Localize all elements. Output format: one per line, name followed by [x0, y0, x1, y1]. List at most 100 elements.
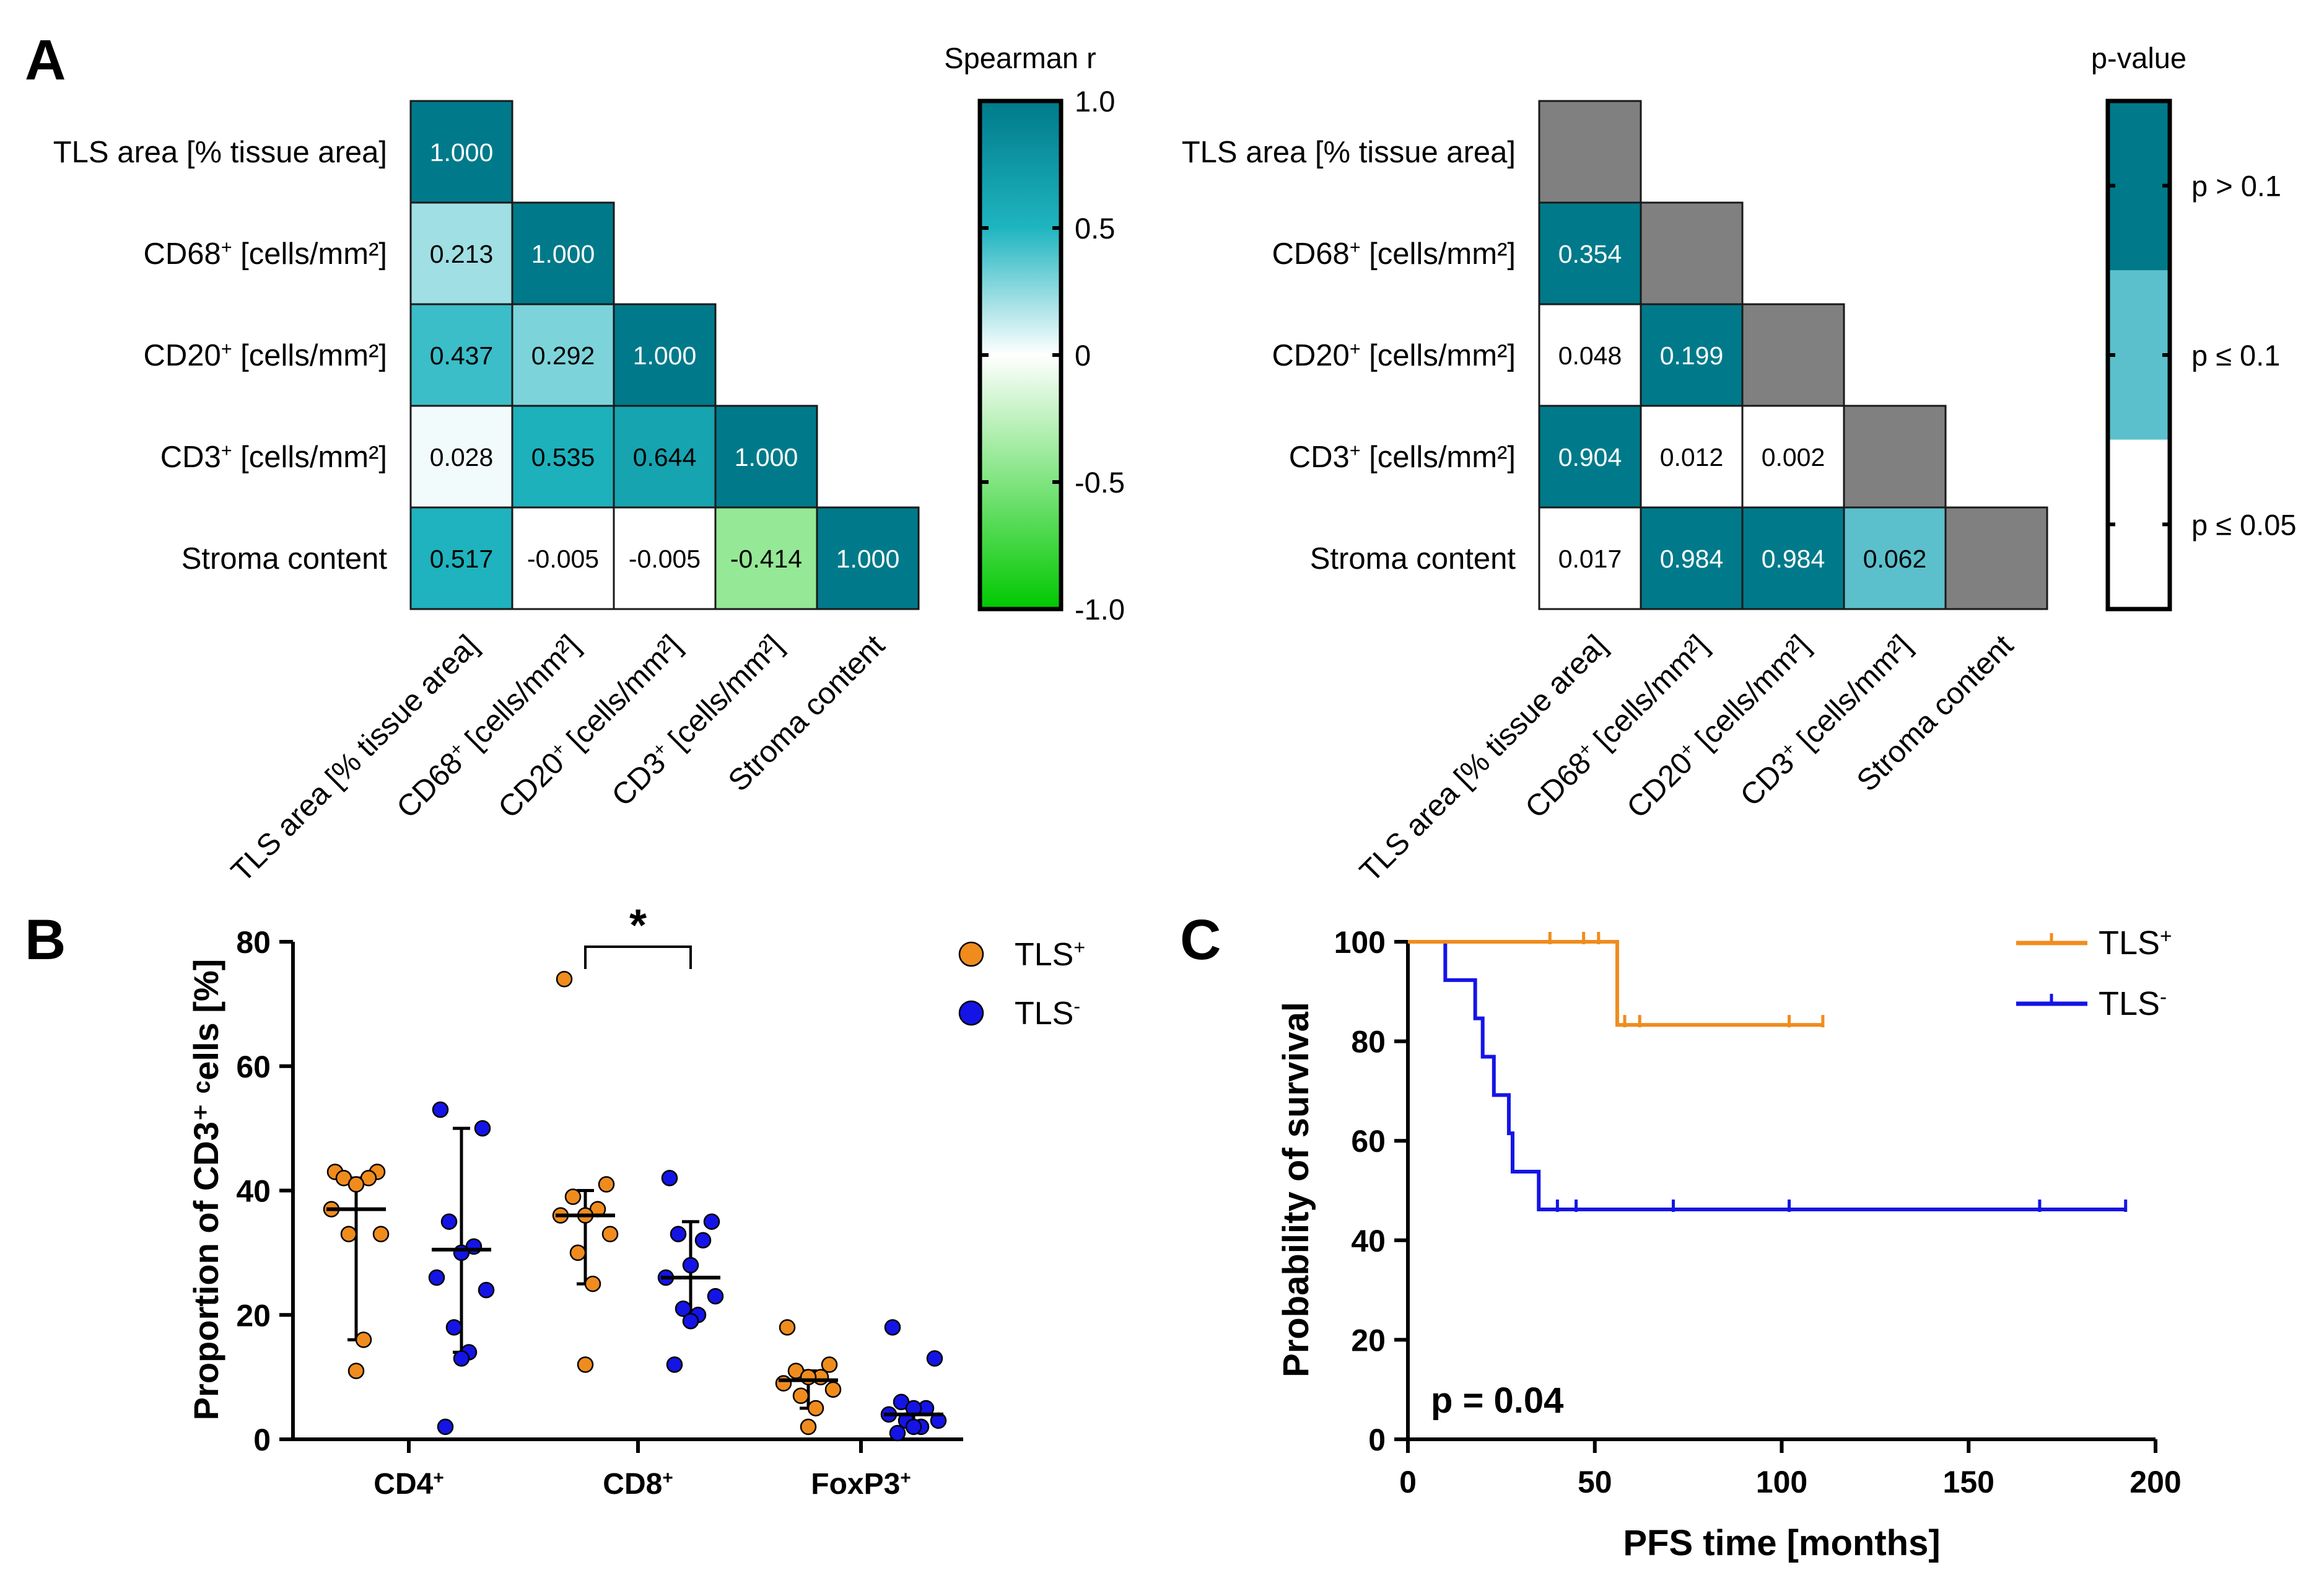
legend-label: p > 0.1: [2191, 170, 2281, 203]
data-point: [601, 1226, 619, 1243]
heatmap-cell: [714, 405, 818, 509]
legend-title: p-value: [2091, 42, 2186, 74]
colorbar: [977, 99, 1064, 612]
data-point: [670, 1226, 687, 1243]
heatmap-cell: [714, 506, 818, 610]
data-point: [884, 1319, 901, 1336]
data-point: [694, 1232, 712, 1249]
row-label: CD20+ [cells/mm²]: [144, 338, 387, 372]
row-label: CD68+ [cells/mm²]: [144, 237, 387, 271]
panel-label-b: B: [25, 908, 66, 972]
heatmap-cell: [1640, 506, 1744, 610]
data-point: [775, 1375, 792, 1392]
x-tick-label: 150: [1943, 1465, 1994, 1499]
data-point: [569, 1244, 587, 1261]
y-tick-label: 0: [253, 1423, 271, 1457]
x-tick-label: 50: [1578, 1465, 1612, 1499]
y-tick-label: 80: [1351, 1025, 1386, 1059]
data-point: [440, 1213, 458, 1230]
legend-label: TLS+: [1015, 936, 1085, 973]
heatmap-cell: [613, 506, 717, 610]
cell-value: 1.000: [633, 341, 697, 370]
row-label: CD3+ [cells/mm²]: [160, 440, 387, 474]
heatmap-cell: [1538, 201, 1642, 305]
row-label: CD68+ [cells/mm²]: [1272, 237, 1516, 271]
heatmap-cell: [1640, 303, 1744, 407]
column-label: CD20+ [cells/mm²]: [492, 628, 688, 825]
data-point: [792, 1387, 810, 1404]
data-point: [453, 1244, 470, 1261]
significance-marker: *: [629, 901, 647, 950]
heatmap-cell: [409, 100, 513, 204]
x-tick-label: 0: [1399, 1465, 1417, 1499]
legend-label: p ≤ 0.1: [2191, 339, 2280, 372]
cell-value: 1.000: [531, 240, 595, 268]
colorbar-tick-label: -0.5: [1075, 466, 1125, 499]
cell-value: 0.017: [1558, 545, 1622, 573]
y-axis-label: Probability of survival: [1276, 1002, 1316, 1377]
cell-value: 0.213: [430, 240, 494, 268]
cell-value: 0.904: [1558, 443, 1622, 472]
data-point: [703, 1213, 720, 1230]
data-point: [661, 1170, 678, 1187]
survival-curve: [1408, 940, 2126, 1212]
heatmap-cell: [1741, 303, 1845, 407]
legend-swatch: [2108, 101, 2170, 271]
data-point: [926, 1350, 943, 1367]
legend-label: TLS-: [1015, 995, 1080, 1032]
x-tick-label: 200: [2130, 1465, 2181, 1499]
panel-a: A TLS area [% tissue area] CD68+ [cells/m…: [25, 29, 2297, 888]
p-value-annotation: p = 0.04: [1431, 1380, 1563, 1421]
colorbar-tick-label: 0: [1075, 339, 1091, 372]
column-label: CD68+ [cells/mm²]: [390, 628, 587, 825]
y-axis-label: Proportion of CD3⁺ ᶜells [%]: [186, 959, 225, 1421]
y-tick-label: 80: [236, 925, 271, 960]
cell-value: 0.517: [430, 545, 494, 573]
data-point: [556, 970, 573, 988]
row-label: Stroma content: [181, 542, 388, 576]
proportion-scatter-plot: 0 20 40 60 80 Proportion of CD3⁺ ᶜells [%] CD4…: [186, 901, 1085, 1501]
column-label: CD68+ [cells/mm²]: [1519, 628, 1715, 825]
heatmap-cell: [409, 201, 513, 305]
row-label: Stroma content: [1310, 542, 1516, 576]
x-tick-label: CD8+: [603, 1468, 673, 1501]
data-point: [807, 1400, 824, 1417]
cell-value: 1.000: [735, 443, 798, 472]
data-point: [347, 1362, 365, 1379]
legend-label: TLS+: [2099, 924, 2172, 962]
data-point: [800, 1418, 817, 1436]
spearman-heatmap: TLS area [% tissue area] CD68+ [cells/mm²…: [53, 42, 1125, 888]
y-tick-label: 40: [1351, 1224, 1386, 1258]
data-point: [437, 1418, 454, 1436]
legend-label: TLS-: [2099, 985, 2167, 1022]
legend-frame: [2105, 99, 2172, 612]
significance-bracket: [584, 945, 692, 969]
heatmap-cell: [613, 303, 717, 407]
data-point: [905, 1418, 922, 1436]
row-label: CD3+ [cells/mm²]: [1289, 440, 1516, 474]
legend-swatch: [2108, 439, 2170, 609]
cell-value: 1.000: [836, 545, 900, 573]
data-point: [564, 1188, 582, 1205]
data-point: [347, 1176, 365, 1193]
cell-value: 0.354: [1558, 240, 1622, 268]
cell-value: 0.644: [633, 443, 697, 472]
cell-value: 0.199: [1660, 341, 1724, 370]
row-label: TLS area [% tissue area]: [1182, 136, 1516, 169]
panel-b: B 0 20 40 60 80 Proportion of CD3⁺ ᶜells [%] C…: [25, 901, 1085, 1501]
panel-label-c: C: [1180, 908, 1221, 972]
data-point: [453, 1350, 470, 1367]
data-point: [340, 1226, 357, 1243]
legend-swatch: [2108, 270, 2170, 440]
data-point: [577, 1356, 594, 1373]
heatmap-cell: [1538, 100, 1642, 204]
data-point: [675, 1300, 692, 1317]
cell-value: -0.414: [730, 545, 802, 573]
data-point: [889, 1424, 906, 1442]
colorbar-title: Spearman r: [944, 42, 1096, 74]
cell-value: 0.437: [430, 341, 494, 370]
cell-value: -0.005: [527, 545, 599, 573]
cell-value: 0.984: [1660, 545, 1724, 573]
data-point: [428, 1269, 445, 1286]
row-label: CD20+ [cells/mm²]: [1272, 338, 1516, 372]
